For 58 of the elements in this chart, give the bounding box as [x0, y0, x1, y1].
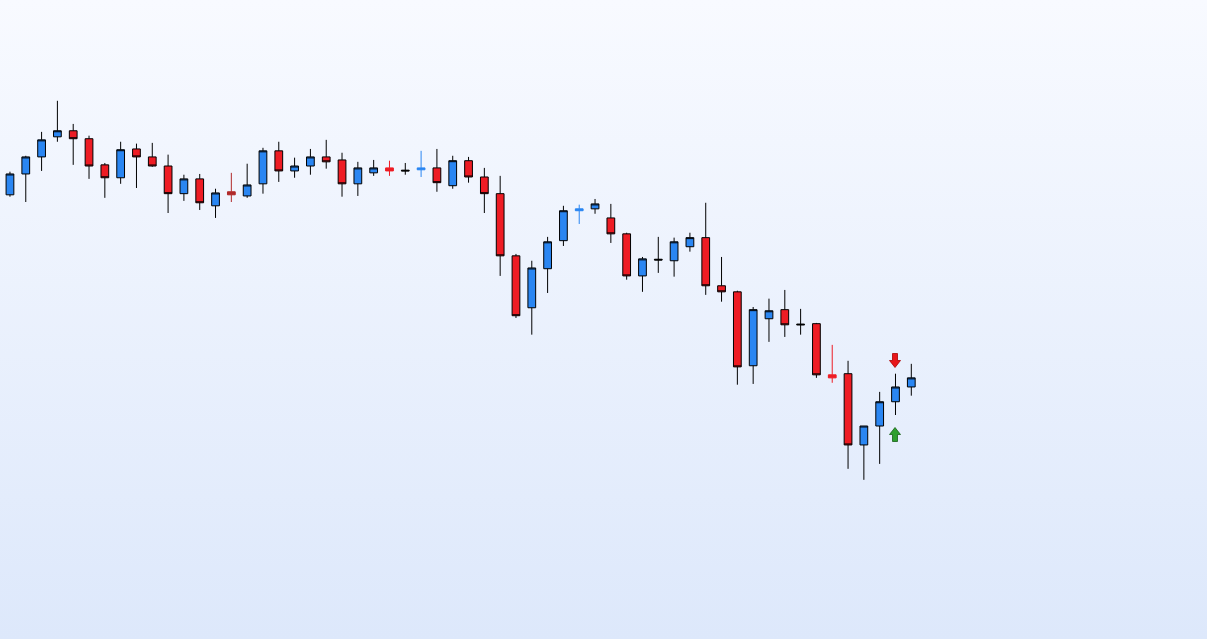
candlestick: [274, 141, 284, 183]
candlestick: [100, 162, 110, 199]
candlestick: [891, 373, 900, 416]
candlestick: [590, 198, 600, 215]
candlestick: [685, 232, 695, 253]
candlestick: [479, 167, 489, 214]
candlestick: [179, 174, 189, 202]
candlestick: [574, 204, 584, 225]
candlestick: [717, 256, 726, 303]
candlestick: [780, 289, 790, 338]
candlestick: [21, 155, 31, 203]
candlestick: [242, 163, 252, 199]
candlestick: [701, 202, 711, 296]
candlestick: [290, 157, 299, 179]
candlestick: [432, 148, 442, 193]
candlestick: [53, 100, 62, 143]
candlestick: [37, 131, 46, 172]
candlestick: [859, 425, 869, 481]
candlestick: [369, 159, 379, 177]
candlestick: [495, 175, 505, 277]
candlestick: [337, 152, 347, 198]
candlestick: [353, 161, 363, 197]
candlestick: [385, 160, 394, 177]
candlestick: [622, 232, 632, 281]
candlestick: [669, 237, 679, 278]
candlestick: [638, 256, 647, 293]
candlestick: [132, 143, 141, 189]
candlestick: [732, 290, 742, 386]
candlestick: [226, 172, 236, 203]
candlestick: [527, 260, 537, 336]
candlestick: [321, 139, 331, 170]
candlestick: [163, 154, 173, 214]
candlestick: [400, 162, 410, 176]
candlestick: [653, 236, 663, 274]
candlestick: [511, 253, 521, 319]
candlestick: [827, 344, 837, 384]
candlestick: [812, 322, 821, 379]
candlestick: [606, 203, 616, 244]
candlestick: [875, 391, 885, 465]
candlestick: [906, 363, 916, 397]
candlestick: [147, 142, 157, 168]
candlestick: [258, 147, 268, 195]
candlestick: [68, 123, 78, 166]
candlestick: [306, 148, 315, 176]
candlestick: [416, 150, 426, 178]
candlestick: [748, 306, 758, 385]
candlestick: [543, 236, 552, 294]
candlestick: [195, 173, 205, 211]
candlestick: [764, 298, 774, 343]
candlestick: [843, 360, 853, 470]
candlestick: [464, 156, 473, 184]
candlestick: [796, 308, 805, 336]
candlestick: [5, 171, 15, 198]
candlestick: [84, 135, 94, 180]
candlestick: [116, 141, 126, 185]
candlestick: [559, 205, 568, 247]
candlestick: [211, 188, 220, 219]
candlestick: [448, 155, 458, 190]
